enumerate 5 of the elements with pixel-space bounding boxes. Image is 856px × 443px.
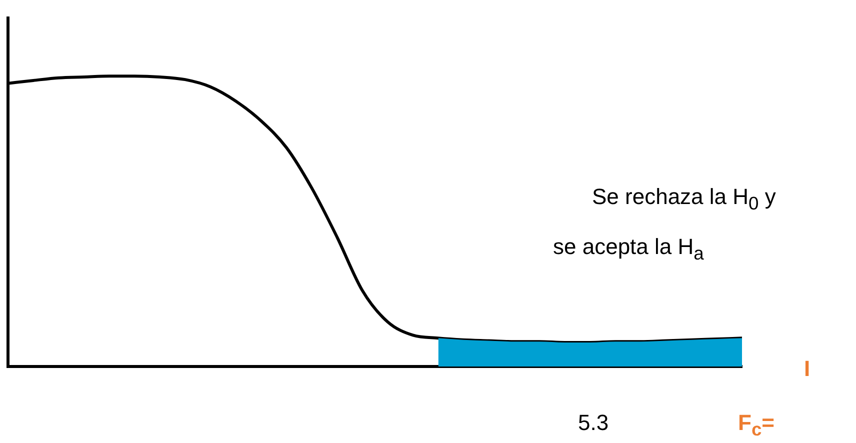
annotation: se acepta la H$_{a}$ xyxy=(553,234,704,264)
text: I xyxy=(804,356,810,381)
annotation: Se rechaza la H$_{0}$ y xyxy=(592,184,776,214)
text: F$_{c}$= xyxy=(738,410,775,440)
text: 5.3 xyxy=(578,410,609,435)
